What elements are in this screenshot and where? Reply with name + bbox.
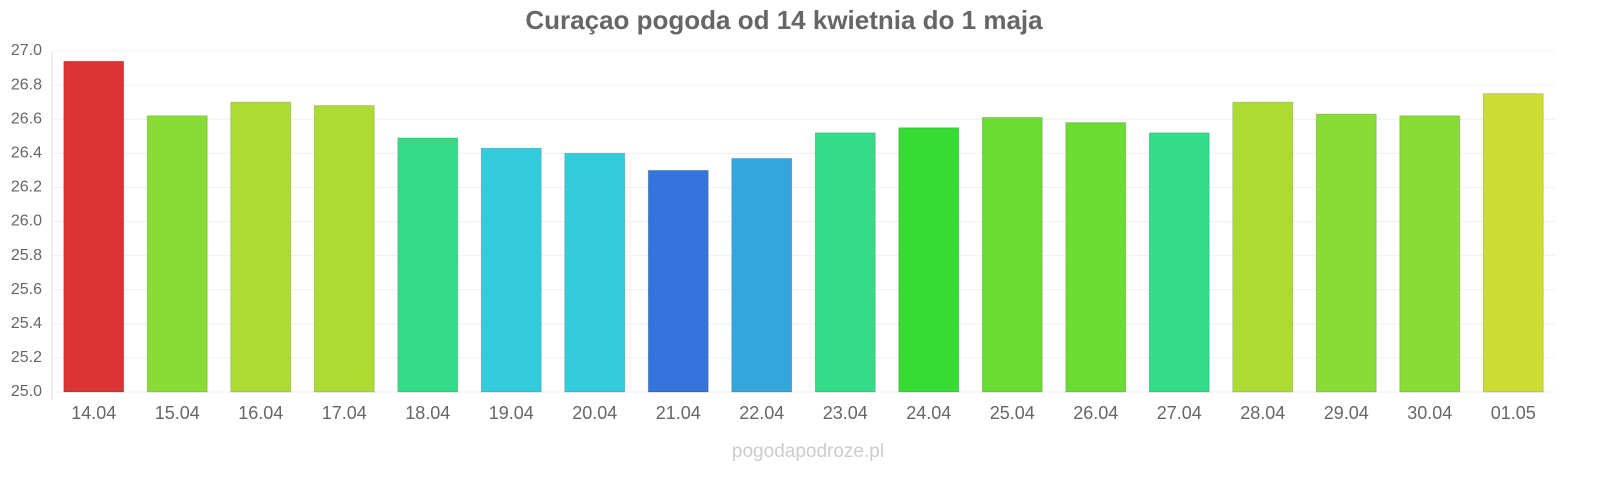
x-tick-label: 20.04 [572, 403, 617, 423]
bar [1232, 101, 1294, 393]
x-tick-label: 25.04 [990, 403, 1035, 423]
x-tick-label: 17.04 [322, 403, 367, 423]
x-tick-label: 15.04 [155, 403, 200, 423]
x-tick-label: 01.05 [1491, 403, 1536, 423]
bar [397, 137, 459, 393]
x-tick-label: 21.04 [656, 403, 701, 423]
x-tick-label: 24.04 [906, 403, 951, 423]
y-tick-label: 25.2 [11, 349, 42, 366]
y-tick-label: 25.0 [11, 383, 42, 400]
y-tick-label: 26.4 [11, 145, 42, 162]
x-tick-label: 27.04 [1157, 403, 1202, 423]
bar [731, 157, 793, 393]
x-tick-label: 28.04 [1240, 403, 1285, 423]
y-tick-label: 26.0 [11, 213, 42, 230]
bar [1482, 93, 1544, 393]
bar [647, 169, 709, 393]
footer: pogodapodroze.pl [732, 441, 884, 462]
y-tick-label: 25.6 [11, 281, 42, 298]
y-tick-label: 26.2 [11, 179, 42, 196]
x-tick-label: 18.04 [405, 403, 450, 423]
bar [230, 101, 292, 393]
bar [1315, 113, 1377, 393]
x-tick-label: 29.04 [1324, 403, 1369, 423]
bar [146, 115, 208, 393]
bar [1148, 132, 1210, 393]
bar [480, 147, 542, 393]
y-tick-label: 26.8 [11, 76, 42, 93]
x-tick-label: 16.04 [238, 403, 283, 423]
y-tick-label: 25.4 [11, 315, 42, 332]
bar [313, 105, 375, 393]
x-tick-label: 14.04 [71, 403, 116, 423]
y-tick-label: 27.0 [11, 42, 42, 59]
y-tick-label: 25.8 [11, 247, 42, 264]
bar [898, 127, 960, 393]
x-tick-label: 23.04 [823, 403, 868, 423]
x-tick-label: 30.04 [1407, 403, 1452, 423]
bar [814, 132, 876, 393]
bar [564, 152, 626, 393]
bar [1399, 115, 1461, 393]
x-tick-label: 22.04 [739, 403, 784, 423]
y-tick-label: 26.6 [11, 110, 42, 127]
bar [1065, 122, 1127, 393]
x-tick-label: 26.04 [1073, 403, 1118, 423]
bar [981, 116, 1043, 393]
bar [63, 60, 125, 393]
chart-title: Curaçao pogoda od 14 kwietnia do 1 maja [525, 5, 1043, 35]
x-tick-label: 19.04 [489, 403, 534, 423]
